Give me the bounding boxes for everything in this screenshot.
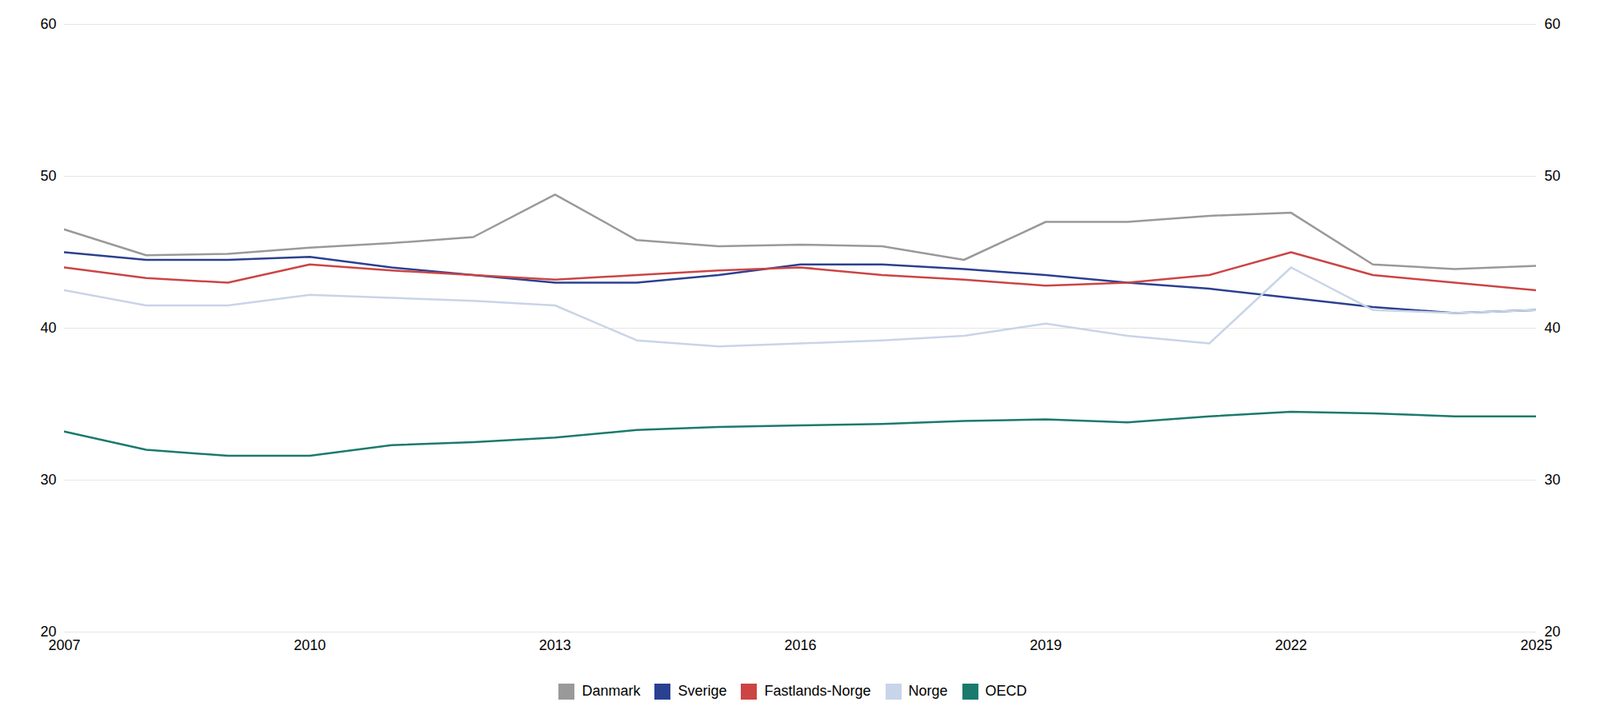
svg-text:50: 50	[40, 168, 56, 184]
svg-text:30: 30	[40, 472, 56, 488]
html-text:Norge: Norge	[908, 683, 948, 700]
svg-text:2022: 2022	[1275, 637, 1308, 654]
svg-text:2016: 2016	[784, 637, 816, 654]
svg-text:40: 40	[1544, 320, 1561, 336]
svg-text:20: 20	[1544, 624, 1561, 640]
svg-text:2007: 2007	[48, 637, 80, 654]
html-text:Sverige: Sverige	[677, 683, 727, 700]
html-text:OECD: OECD	[985, 683, 1027, 700]
svg-text:2019: 2019	[1029, 637, 1062, 654]
html-text:Fastlands-Norge: Fastlands-Norge	[764, 683, 871, 700]
svg-text:60: 60	[1544, 16, 1561, 32]
html-text:Danmark: Danmark	[581, 683, 641, 700]
svg-text:50: 50	[1544, 168, 1561, 184]
svg-text:2025: 2025	[1520, 637, 1552, 654]
svg-text:20: 20	[40, 624, 56, 640]
svg-text:2013: 2013	[539, 637, 572, 654]
svg-text:30: 30	[1544, 472, 1561, 488]
svg-text:60: 60	[40, 16, 56, 32]
svg-text:40: 40	[40, 320, 56, 336]
svg-text:2010: 2010	[293, 637, 326, 654]
